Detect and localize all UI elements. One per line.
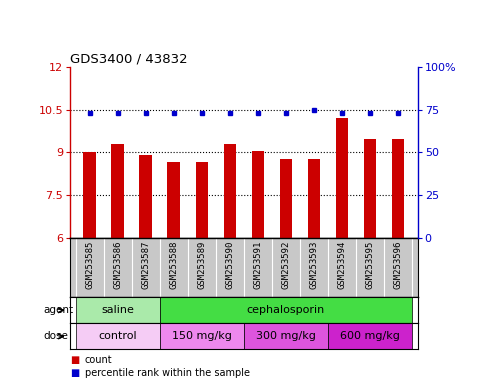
Bar (336, 118, 348, 238)
Text: GSM253586: GSM253586 (113, 241, 122, 289)
Bar (364, 139, 376, 238)
Bar (308, 159, 320, 238)
Text: GDS3400 / 43832: GDS3400 / 43832 (70, 53, 188, 66)
Text: GSM253594: GSM253594 (338, 241, 347, 289)
Text: ■: ■ (70, 355, 79, 365)
Text: GSM253588: GSM253588 (170, 241, 178, 289)
Bar (140, 155, 152, 238)
Text: GSM253585: GSM253585 (85, 241, 94, 289)
Bar (76, 297, 160, 323)
Text: control: control (99, 331, 137, 341)
Bar (112, 144, 124, 238)
Bar (224, 144, 236, 238)
Bar (392, 139, 404, 238)
Text: 600 mg/kg: 600 mg/kg (340, 331, 400, 341)
Text: agent: agent (43, 305, 73, 315)
Text: dose: dose (43, 331, 69, 341)
Bar (160, 297, 412, 323)
Bar (168, 162, 180, 238)
Bar (76, 323, 160, 349)
Text: GSM253595: GSM253595 (366, 241, 375, 289)
Text: GSM253593: GSM253593 (310, 241, 318, 289)
Text: 150 mg/kg: 150 mg/kg (172, 331, 232, 341)
Bar (244, 323, 328, 349)
Text: GSM253590: GSM253590 (226, 241, 234, 289)
Text: 300 mg/kg: 300 mg/kg (256, 331, 316, 341)
Text: GSM253596: GSM253596 (394, 241, 403, 289)
Text: GSM253591: GSM253591 (254, 241, 262, 289)
Text: cephalosporin: cephalosporin (247, 305, 325, 315)
Bar (160, 323, 244, 349)
Bar (280, 159, 292, 238)
Text: saline: saline (101, 305, 134, 315)
Text: percentile rank within the sample: percentile rank within the sample (85, 368, 250, 378)
Text: GSM253592: GSM253592 (282, 241, 290, 289)
Text: ■: ■ (70, 368, 79, 378)
Bar (252, 151, 264, 238)
Bar (196, 162, 208, 238)
Text: GSM253587: GSM253587 (141, 241, 150, 289)
Text: GSM253589: GSM253589 (198, 241, 206, 289)
Text: count: count (85, 355, 112, 365)
Bar (84, 152, 96, 238)
Bar (328, 323, 412, 349)
